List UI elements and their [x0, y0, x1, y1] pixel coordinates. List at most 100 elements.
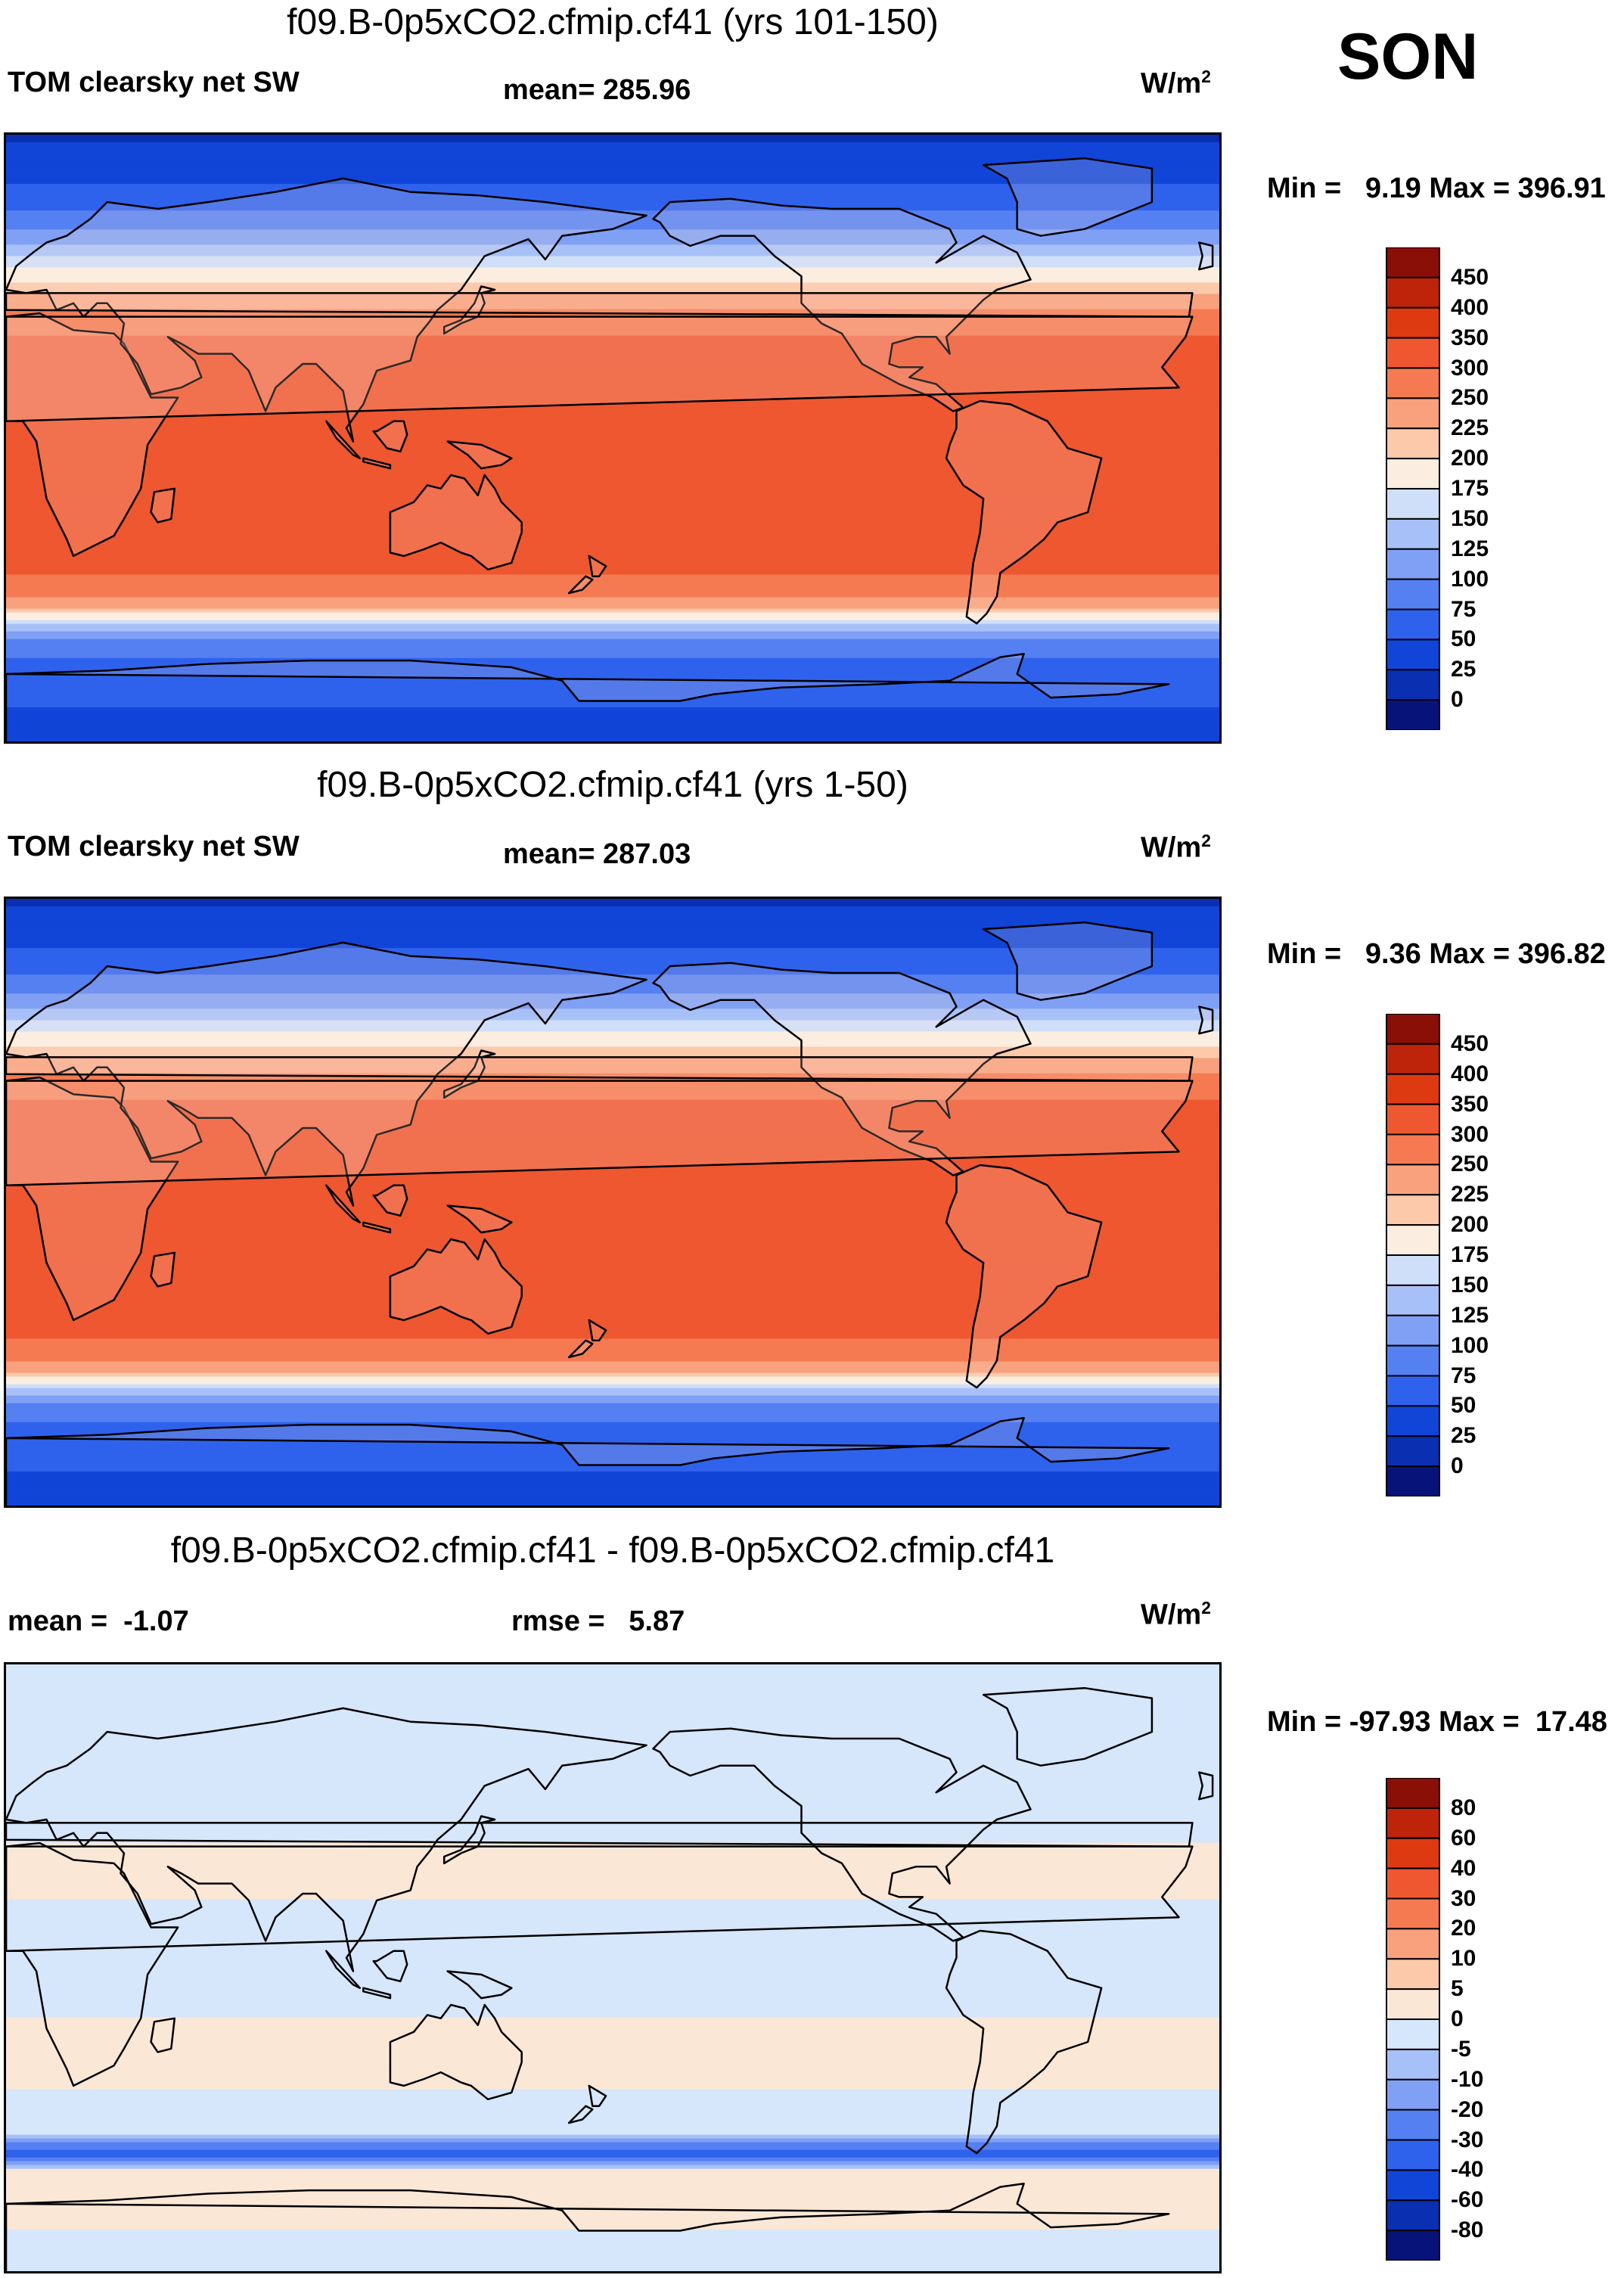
- field-band: [6, 465, 1219, 469]
- field-band: [6, 2017, 1219, 2022]
- field-band: [6, 176, 1219, 181]
- field-band: [6, 2244, 1219, 2249]
- field-band: [6, 616, 1219, 621]
- colorbar-box: [1386, 1928, 1440, 1960]
- field-band: [6, 1179, 1219, 1184]
- field-bands: [6, 1664, 1219, 2271]
- colorbar-box: [1386, 548, 1440, 580]
- field-band: [6, 1929, 1219, 1935]
- colorbar-box: [1386, 2230, 1440, 2262]
- colorbar-tick-label: 80: [1451, 1795, 1477, 1820]
- field-band: [6, 244, 1219, 249]
- field-band: [6, 1232, 1219, 1237]
- field-band: [6, 612, 1219, 617]
- field-band: [6, 365, 1219, 371]
- coastline: [1198, 1005, 1214, 1035]
- colorbar-box: [1386, 2048, 1440, 2081]
- field-band: [6, 1403, 1219, 1408]
- colorbar-tick-label: -40: [1451, 2157, 1484, 2183]
- colorbar-box: [1386, 2139, 1440, 2171]
- field-band: [6, 453, 1219, 458]
- coastline: [442, 1049, 496, 1099]
- field-band: [6, 514, 1219, 518]
- field-band: [6, 997, 1219, 1002]
- colorbar-tick-label: 400: [1451, 294, 1489, 320]
- colorbar-tick-label: -20: [1451, 2096, 1484, 2122]
- colorbar-box: [1386, 1344, 1440, 1377]
- field-band: [6, 1789, 1219, 1795]
- field-band: [6, 631, 1219, 636]
- field-band: [6, 2096, 1219, 2102]
- field-band: [6, 362, 1219, 367]
- coastline: [325, 420, 362, 459]
- field-band: [6, 1778, 1219, 1782]
- colorbar-box: [1386, 2078, 1440, 2111]
- field-band: [6, 2006, 1219, 2010]
- colorbar-tick-label: 0: [1451, 1453, 1464, 1479]
- field-band: [6, 703, 1219, 708]
- field-band: [6, 1872, 1219, 1878]
- field-band: [6, 952, 1219, 956]
- field-band: [6, 2100, 1219, 2106]
- field-band: [6, 2028, 1219, 2033]
- field-band: [6, 910, 1219, 915]
- colorbar-tick-label: 250: [1451, 385, 1489, 411]
- field-band: [6, 2263, 1219, 2268]
- coastline: [1198, 1771, 1214, 1801]
- field-band: [6, 1107, 1219, 1112]
- field-band: [6, 354, 1219, 359]
- field-band: [6, 695, 1219, 701]
- field-band: [6, 339, 1219, 344]
- field-band: [6, 971, 1219, 975]
- field-band: [6, 1050, 1219, 1055]
- field-band: [6, 521, 1219, 526]
- field-band: [6, 959, 1219, 964]
- colorbar-box: [1386, 276, 1440, 309]
- colorbar-box: [1386, 578, 1440, 611]
- field-band: [6, 278, 1219, 284]
- field-band: [6, 297, 1219, 303]
- field-band: [6, 623, 1219, 629]
- field-band: [6, 1084, 1219, 1089]
- field-band: [6, 1702, 1219, 1707]
- field-band: [6, 990, 1219, 994]
- field-band: [6, 2146, 1219, 2151]
- field-band: [6, 1751, 1219, 1756]
- panel-3-map-svg: [6, 1664, 1219, 2271]
- field-band: [6, 1691, 1219, 1695]
- field-band: [6, 718, 1219, 723]
- colorbar-box: [1386, 2109, 1440, 2141]
- field-band: [6, 2233, 1219, 2238]
- coastline: [652, 1727, 1032, 1942]
- field-band: [6, 1035, 1219, 1040]
- field-band: [6, 2115, 1219, 2121]
- field-band: [6, 161, 1219, 166]
- field-band: [6, 1244, 1219, 1248]
- field-band: [6, 2089, 1219, 2094]
- field-band: [6, 1342, 1219, 1347]
- panel-1-minmax: Min = 9.19 Max = 396.91: [1267, 172, 1606, 204]
- field-band: [6, 1043, 1219, 1048]
- field-band: [6, 2009, 1219, 2014]
- field-band: [6, 286, 1219, 291]
- field-band: [6, 1080, 1219, 1086]
- colorbar-tick-label: 100: [1451, 566, 1489, 592]
- field-band: [6, 1478, 1219, 1484]
- field-band: [6, 1005, 1219, 1009]
- colorbar-box: [1386, 1807, 1440, 1839]
- field-band: [6, 1316, 1219, 1320]
- field-band: [6, 2013, 1219, 2018]
- colorbar-tick-label: 20: [1451, 1916, 1477, 1941]
- field-band: [6, 722, 1219, 727]
- field-band: [6, 2081, 1219, 2086]
- field-band: [6, 1755, 1219, 1760]
- field-band: [6, 1133, 1219, 1139]
- field-band: [6, 1475, 1219, 1480]
- colorbar-box: [1386, 1867, 1440, 1900]
- colorbar-box: [1386, 2199, 1440, 2232]
- coastline: [6, 652, 1170, 741]
- panel-1-units: W/m2: [1141, 67, 1211, 100]
- field-band: [6, 925, 1219, 930]
- field-band: [6, 301, 1219, 306]
- field-band: [6, 1994, 1219, 1999]
